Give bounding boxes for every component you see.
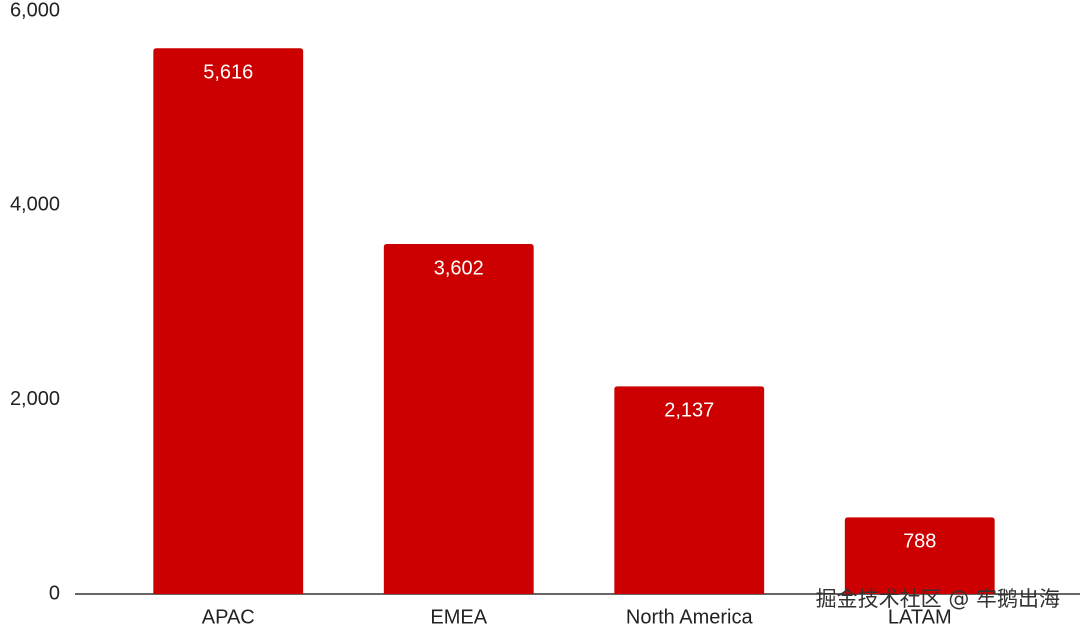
y-tick-label: 0 [49, 582, 60, 604]
value-label: 5,616 [203, 62, 253, 84]
bar [844, 517, 995, 594]
y-tick-label: 6,000 [10, 0, 60, 21]
x-tick-label: APAC [202, 606, 255, 628]
value-label: 2,137 [664, 400, 714, 422]
bar [383, 244, 534, 594]
x-tick-label: EMEA [430, 606, 487, 628]
y-tick-label: 4,000 [10, 194, 60, 216]
x-tick-label: LATAM [888, 606, 952, 628]
bar [614, 386, 765, 594]
value-label: 788 [903, 531, 936, 553]
x-tick-label: North America [626, 606, 754, 628]
value-label: 3,602 [434, 257, 484, 279]
y-tick-label: 2,000 [10, 388, 60, 410]
watermark: 掘金技术社区 @ 牢鹅出海 [816, 587, 1060, 611]
bar [153, 48, 304, 594]
